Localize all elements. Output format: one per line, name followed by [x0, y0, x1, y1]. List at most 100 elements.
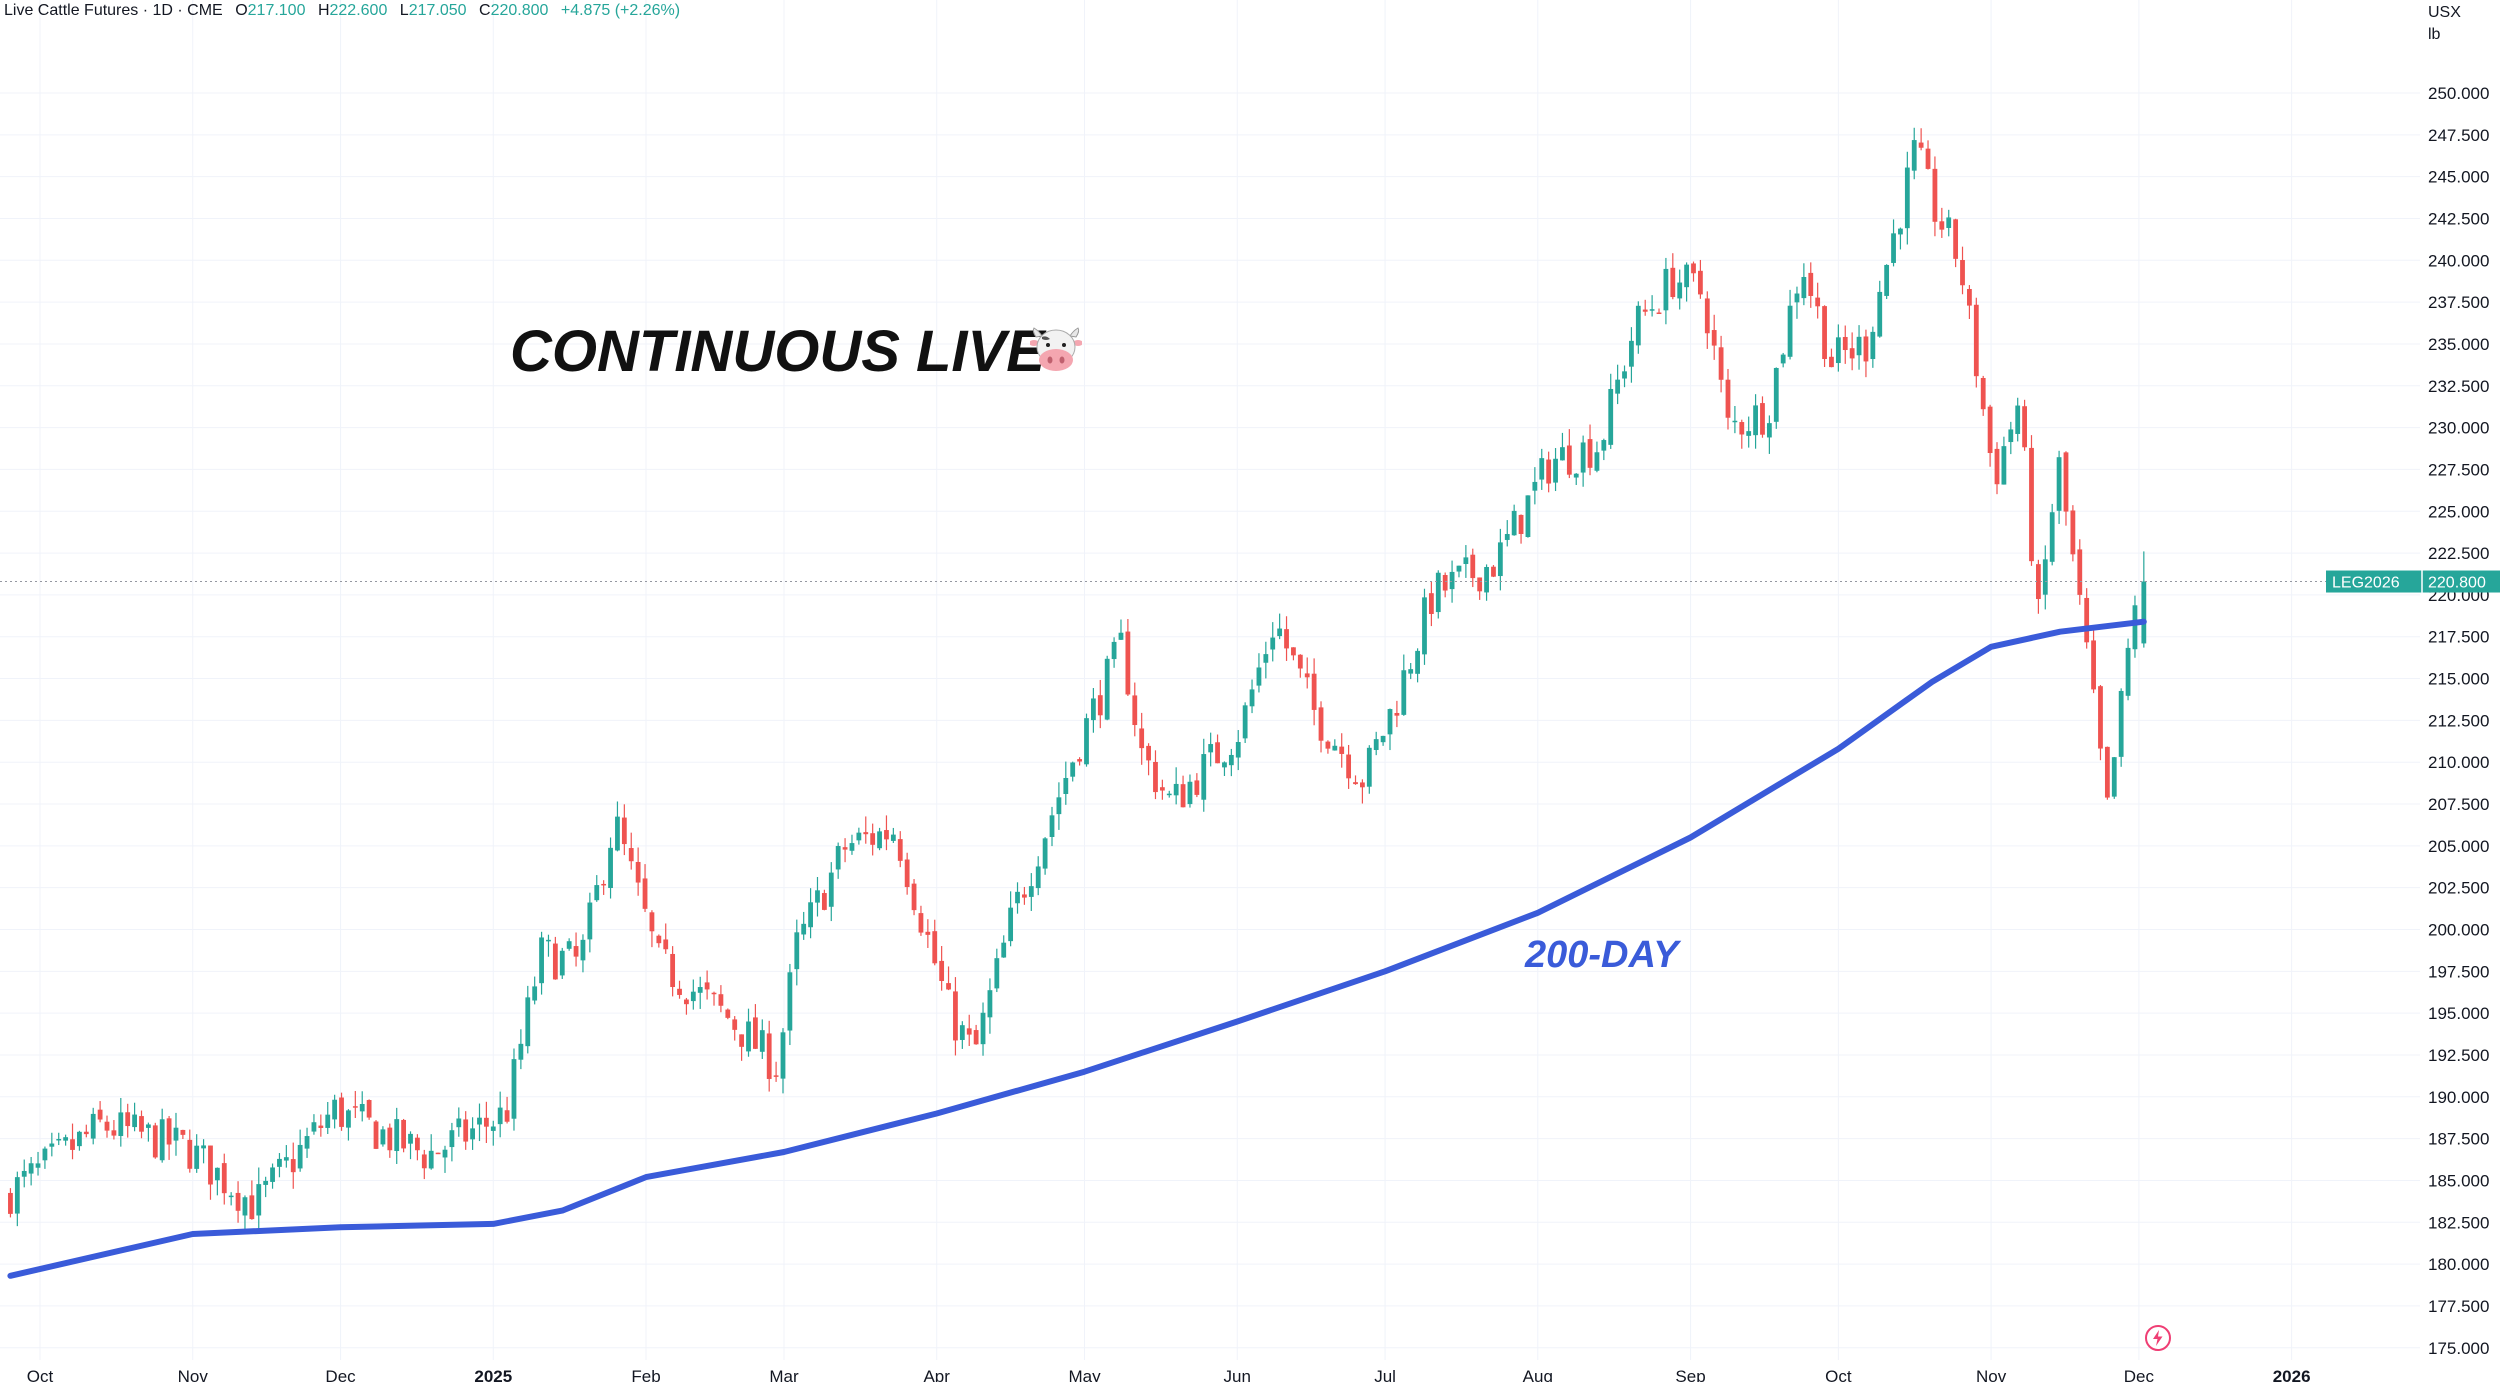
candle-body — [684, 999, 689, 1005]
candle-body — [359, 1104, 365, 1112]
candle-body — [1263, 654, 1269, 663]
candle-body — [587, 902, 593, 940]
x-tick-label: Feb — [631, 1367, 660, 1382]
candle-body — [1035, 866, 1041, 889]
candle-body — [1870, 331, 1876, 360]
candle-body — [1663, 268, 1669, 311]
candle-body — [256, 1184, 262, 1216]
candle-body — [511, 1059, 517, 1119]
candle-body — [1987, 406, 1993, 454]
y-tick-label: 187.500 — [2428, 1130, 2489, 1149]
candle-body — [897, 839, 903, 861]
candle-body — [2001, 446, 2007, 485]
candle-body — [697, 987, 703, 993]
candle-body — [1373, 739, 1379, 750]
candle-body — [470, 1128, 475, 1140]
candle-body — [456, 1118, 462, 1128]
candle-body — [394, 1119, 400, 1152]
candle-body — [628, 848, 634, 862]
candle-body — [1587, 439, 1593, 468]
y-tick-label: 207.500 — [2428, 795, 2489, 814]
x-tick-label: Sep — [1675, 1367, 1705, 1382]
candle-body — [1842, 336, 1848, 351]
candle-body — [815, 890, 820, 903]
candle-body — [2132, 605, 2138, 650]
candle-body — [77, 1131, 82, 1147]
candle-body — [1794, 293, 1800, 303]
candle-body — [801, 923, 807, 935]
candle-body — [1884, 264, 1890, 296]
candle-body — [1608, 388, 1614, 445]
candle-body — [1153, 761, 1158, 793]
candle-body — [1746, 431, 1752, 436]
candle-body — [111, 1130, 117, 1136]
candle-body — [1173, 783, 1179, 796]
candle-body — [242, 1197, 248, 1216]
candle-body — [1456, 565, 1462, 572]
y-tick-label: 225.000 — [2428, 502, 2489, 521]
candle-body — [1463, 557, 1469, 565]
candle-body — [552, 943, 558, 980]
ma-series — [7, 618, 2147, 1279]
candle-body — [477, 1117, 482, 1125]
candle-body — [180, 1129, 186, 1135]
candle-body — [1056, 797, 1062, 815]
symbol-header[interactable]: Live Cattle Futures · 1D · CME O217.100 … — [4, 2, 680, 20]
candle-body — [1222, 762, 1227, 768]
candle-body — [1546, 459, 1552, 484]
change-value: +4.875 (+2.26%) — [560, 2, 681, 19]
candle-body — [490, 1126, 496, 1131]
candle-body — [139, 1116, 144, 1132]
candle-body — [677, 988, 682, 995]
candle-body — [1201, 754, 1207, 800]
symbol-name[interactable]: Live Cattle Futures · 1D · CME — [4, 2, 223, 19]
x-tick-label: Nov — [1976, 1367, 2007, 1382]
candle-body — [1284, 629, 1289, 649]
candle-body — [1822, 306, 1827, 360]
candle-body — [318, 1125, 324, 1128]
candle-body — [42, 1148, 48, 1161]
candle-body — [1297, 654, 1303, 669]
y-tick-label: 237.500 — [2428, 293, 2489, 312]
candle-body — [566, 941, 572, 949]
candle-body — [8, 1192, 13, 1214]
unit-label[interactable]: USX lb — [2428, 2, 2461, 46]
candle-body — [2042, 559, 2048, 595]
candle-body — [1277, 628, 1283, 637]
candle-body — [1491, 566, 1496, 577]
candle-body — [773, 1075, 779, 1077]
candle-body — [201, 1145, 206, 1149]
candle-body — [235, 1192, 241, 1211]
candle-body — [1766, 423, 1772, 438]
candle-body — [1291, 647, 1296, 656]
x-tick-label: May — [1068, 1367, 1101, 1382]
candle-body — [1063, 777, 1069, 794]
x-axis[interactable]: Oct Nov Dec 2025 Feb Mar Apr May Jun Jul Aug Sep Oct… — [27, 1367, 2311, 1382]
candle-body — [1497, 542, 1503, 577]
y-axis[interactable]: 250.000 247.500 245.000 242.500 240.000 237.5… — [2428, 84, 2489, 1358]
cow-face-icon — [1030, 327, 1082, 371]
candle-body — [1360, 782, 1365, 788]
open-label: O — [235, 2, 248, 19]
candle-body — [270, 1167, 275, 1182]
candle-body — [746, 1021, 751, 1052]
candle-body — [1139, 728, 1145, 749]
candle-body — [325, 1114, 331, 1128]
candle-body — [711, 992, 717, 995]
y-tick-label: 195.000 — [2428, 1004, 2489, 1023]
candle-body — [1780, 354, 1786, 364]
candle-body — [2049, 512, 2055, 562]
candle-body — [339, 1097, 344, 1127]
candle-body — [559, 950, 565, 976]
y-tick-label: 230.000 — [2428, 419, 2489, 438]
candle-body — [573, 946, 579, 957]
candle-body — [973, 1030, 979, 1045]
candle-body — [808, 902, 813, 928]
lightning-icon[interactable] — [2144, 1324, 2172, 1352]
candle-body — [1090, 698, 1096, 721]
candle-body — [835, 846, 841, 870]
candle-body — [601, 883, 607, 886]
candle-body — [546, 939, 551, 942]
candle-body — [2022, 406, 2027, 448]
